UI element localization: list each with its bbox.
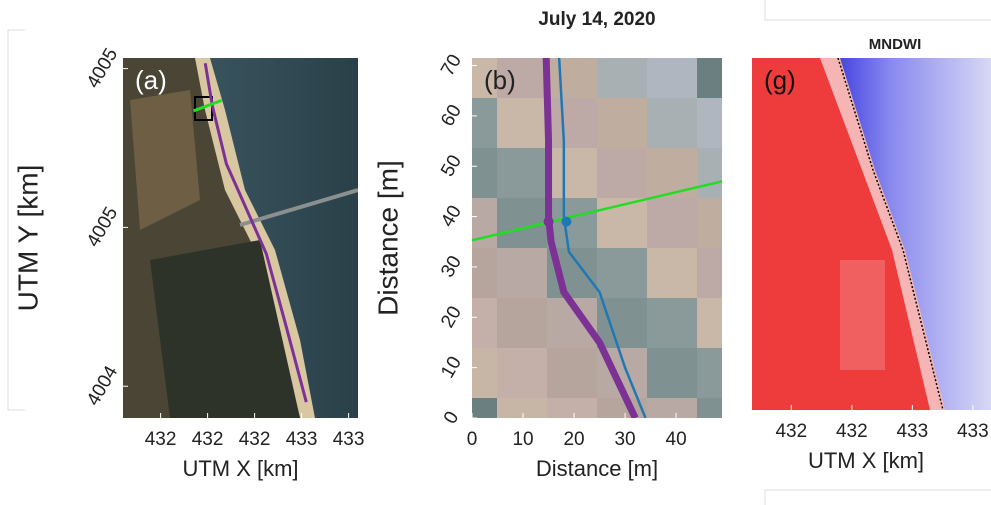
page: 432 432 432 433 433 4005 4005 4004 UTM X [km] UTM… [0,0,991,505]
y-tick-label: 70 [437,51,466,80]
x-tick-label: 433 [286,429,318,450]
image-cell [697,98,747,148]
image-cell [647,348,697,398]
x-axis-label: UTM X [km] [808,448,924,473]
image-cell [697,248,747,298]
y-tick-label: 4005 [83,45,122,92]
point [561,217,571,227]
y-tick-label: 60 [437,101,466,130]
image-cell [547,348,597,398]
image-cell [647,98,697,148]
y-tick-label: 30 [437,252,466,281]
x-tick-label: 432 [239,429,271,450]
x-axis-label: Distance [m] [536,456,658,481]
image-cell [647,298,697,348]
panel-label: (a) [135,65,167,95]
x-tick-label: 433 [333,429,365,450]
image-cell [647,48,697,98]
image-cell [547,98,597,148]
y-tick-label: 4004 [83,362,123,409]
x-tick-label: 10 [512,429,533,450]
panel-label: (b) [484,65,516,95]
x-tick-label: 40 [666,429,687,450]
x-tick-label: 0 [467,429,478,450]
image-cell [497,248,547,298]
image-cell [497,98,547,148]
x-tick-label: 30 [614,429,635,450]
image-cell [597,98,647,148]
point [544,217,554,227]
y-tick-label: 40 [437,202,466,231]
image-cells [447,48,747,448]
image-cell [647,198,697,248]
figure: 432 432 432 433 433 4005 4005 4004 UTM X [km] UTM… [0,0,991,505]
y-tick-label: 0 [440,408,463,428]
image-cell [697,348,747,398]
x-tick-label: 432 [775,421,807,442]
image-cell [597,248,647,298]
image-cell [647,248,697,298]
image-cell [697,398,747,448]
image-cell [697,148,747,198]
x-tick-label: 433 [896,421,928,442]
y-axis-label: Distance [m] [372,160,403,316]
y-tick-label: 4005 [83,204,122,251]
image-cell [647,148,697,198]
index-image [752,58,991,410]
chart-title: MNDWI [869,36,922,53]
panel-label: (g) [764,65,796,95]
image-cell [597,48,647,98]
y-axis-label: UTM Y [km] [12,165,43,312]
image-cell [697,48,747,98]
image-cell [547,148,597,198]
image-cell [547,48,597,98]
y-tick-label: 50 [437,152,466,181]
image-cell [697,198,747,248]
image-cell [547,198,597,248]
x-tick-label: 432 [192,429,224,450]
image-cell [697,298,747,348]
x-tick-label: 433 [957,421,989,442]
image-cell [497,198,547,248]
y-tick-label: 10 [437,353,466,382]
satellite-image [123,58,358,418]
x-axis-label: UTM X [km] [182,456,298,481]
image-cell [597,148,647,198]
image-cell [497,148,547,198]
x-tick-label: 432 [145,429,177,450]
y-tick-label: 20 [437,303,466,332]
x-tick-label: 432 [836,421,868,442]
x-tick-label: 20 [563,429,584,450]
image-cell [497,298,547,348]
chart-title: July 14, 2020 [538,9,655,30]
image-cell [497,348,547,398]
